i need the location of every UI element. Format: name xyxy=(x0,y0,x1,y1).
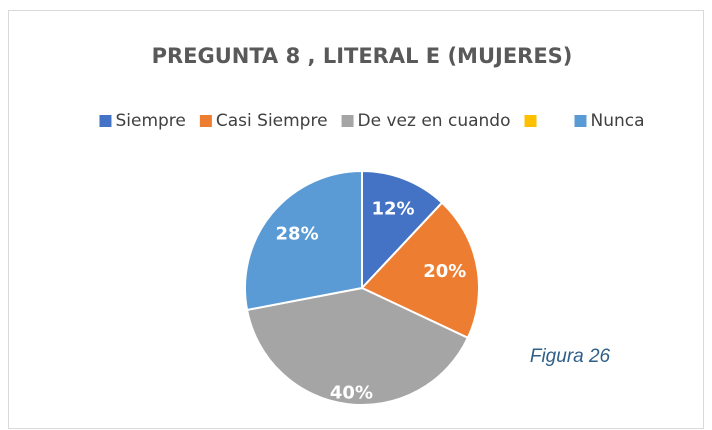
chart-title: PREGUNTA 8 , LITERAL E (MUJERES) xyxy=(152,44,573,68)
data-label: 12% xyxy=(371,199,414,220)
data-label: 28% xyxy=(276,223,319,244)
pie-slice xyxy=(360,201,480,340)
legend-label: De vez en cuando xyxy=(358,111,511,131)
pie-slice xyxy=(244,169,363,312)
pie-slice xyxy=(245,286,470,406)
legend-swatch xyxy=(99,115,112,127)
pie-slice xyxy=(361,169,444,291)
legend-label: Nunca xyxy=(591,111,645,131)
legend-swatch xyxy=(199,115,212,127)
data-label: 40% xyxy=(330,383,373,404)
legend-swatch xyxy=(341,115,354,127)
legend-label: Siempre xyxy=(115,111,185,131)
legend-swatch xyxy=(524,115,537,127)
data-label: 20% xyxy=(423,261,466,282)
legend-swatch xyxy=(574,115,587,127)
legend-label: Casi Siempre xyxy=(216,111,328,131)
annotation: Figura 26 xyxy=(530,346,611,367)
